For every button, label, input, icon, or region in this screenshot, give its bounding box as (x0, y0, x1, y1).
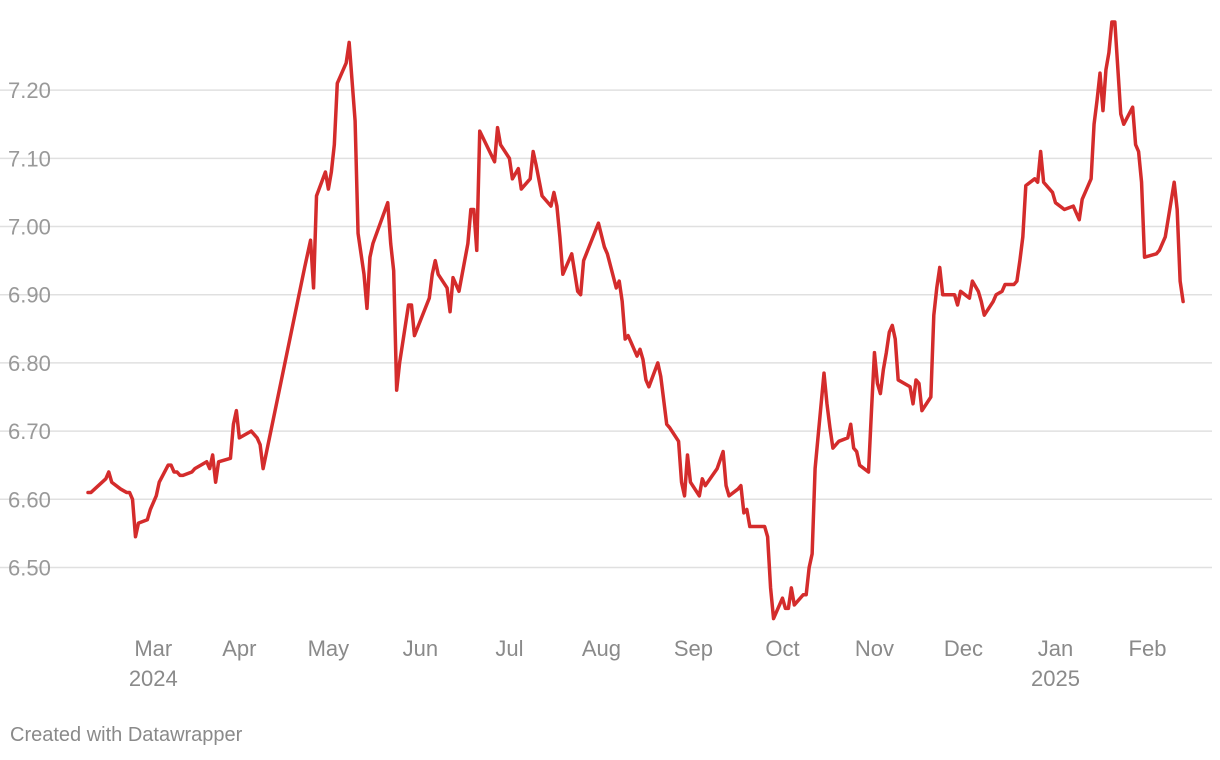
y-tick-label: 7.20 (8, 78, 51, 103)
y-tick-label: 7.00 (8, 215, 51, 240)
x-tick-label: Aug (582, 636, 621, 661)
x-tick-year-label: 2024 (129, 666, 178, 691)
x-tick-label: Sep (674, 636, 713, 661)
y-tick-label: 6.70 (8, 419, 51, 444)
x-tick-label: Jan (1038, 636, 1073, 661)
y-tick-label: 6.90 (8, 283, 51, 308)
y-tick-label: 6.60 (8, 487, 51, 512)
x-tick-label: May (308, 636, 350, 661)
y-tick-label: 6.50 (8, 555, 51, 580)
x-tick-label: Oct (765, 636, 799, 661)
series-line-value (86, 20, 1185, 621)
y-tick-label: 6.80 (8, 351, 51, 376)
x-tick-label: Jun (403, 636, 438, 661)
x-tick-year-label: 2025 (1031, 666, 1080, 691)
x-tick-label: Jul (495, 636, 523, 661)
y-axis-labels: 6.50 6.60 6.70 6.80 6.90 7.00 7.10 7.20 (8, 78, 51, 580)
x-tick-label: Apr (222, 636, 256, 661)
x-tick-label: Feb (1129, 636, 1167, 661)
x-tick-label: Mar (134, 636, 172, 661)
x-tick-label: Dec (944, 636, 983, 661)
gridlines (0, 89, 1212, 569)
y-tick-label: 7.10 (8, 146, 51, 171)
footer-credit: Created with Datawrapper (10, 724, 243, 746)
x-tick-label: Nov (855, 636, 894, 661)
x-axis-labels: Mar 2024 Apr May Jun Jul Aug Sep Oct Nov Dec Jan 202… (129, 636, 1167, 691)
series-group (86, 20, 1185, 621)
